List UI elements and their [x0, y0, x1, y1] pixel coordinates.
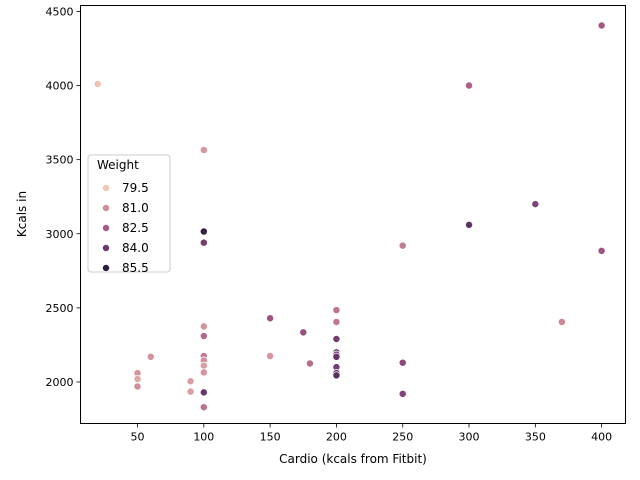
data-point: [186, 387, 195, 396]
data-point: [199, 227, 208, 236]
legend-label: 81.0: [122, 201, 149, 215]
x-axis-label: Cardio (kcals from Fitbit): [279, 452, 427, 466]
data-point: [199, 146, 208, 154]
legend-label: 85.5: [122, 261, 149, 275]
data-point: [465, 220, 473, 229]
data-point: [531, 200, 540, 209]
y-tick-label: 3000: [46, 228, 74, 241]
legend-label: 79.5: [122, 181, 149, 195]
data-point: [199, 368, 208, 377]
y-tick-label: 3500: [46, 154, 74, 167]
data-point: [133, 382, 142, 391]
legend-marker: [102, 244, 110, 252]
data-point: [465, 81, 473, 90]
legend-label: 82.5: [122, 221, 149, 235]
legend-label: 84.0: [122, 241, 149, 255]
y-axis-label: Kcals in: [15, 191, 29, 237]
legend-marker: [102, 264, 110, 272]
points-layer: [93, 21, 606, 412]
legend-title: Weight: [97, 158, 139, 172]
data-point: [398, 358, 407, 367]
data-point: [597, 246, 606, 255]
data-point: [332, 306, 341, 315]
data-point: [398, 241, 407, 250]
data-point: [199, 238, 208, 247]
y-tick-label: 4500: [46, 5, 74, 18]
data-point: [93, 80, 102, 89]
data-point: [597, 21, 606, 30]
y-axis-ticks: 2000 2500 3000 3500 4000 4500: [46, 5, 81, 389]
data-point: [266, 352, 275, 361]
data-point: [199, 403, 208, 412]
x-tick-label: 150: [260, 431, 281, 444]
data-point: [199, 361, 208, 370]
data-point: [133, 375, 142, 383]
data-point: [199, 322, 208, 331]
x-tick-label: 250: [392, 431, 413, 444]
legend: Weight 79.5 81.0 82.5 84.0 85.5: [87, 154, 171, 275]
x-tick-label: 350: [525, 431, 546, 444]
data-point: [332, 335, 341, 343]
legend-box: [87, 154, 171, 273]
x-tick-label: 300: [459, 431, 480, 444]
y-tick-label: 4000: [46, 80, 74, 93]
legend-entries: 79.5 81.0 82.5 84.0 85.5: [102, 181, 149, 275]
data-point: [332, 352, 341, 361]
data-point: [146, 352, 155, 361]
data-point: [557, 318, 566, 326]
data-point: [186, 377, 195, 386]
x-tick-label: 200: [326, 431, 347, 444]
data-point: [266, 314, 275, 323]
data-point: [199, 388, 208, 397]
legend-marker: [102, 184, 110, 192]
legend-marker: [102, 224, 110, 232]
legend-marker: [102, 204, 110, 212]
data-point: [332, 371, 341, 380]
plot-frame: [80, 5, 626, 424]
x-tick-label: 50: [131, 431, 145, 444]
x-tick-label: 400: [591, 431, 612, 444]
data-point: [299, 328, 308, 337]
data-point: [199, 332, 208, 340]
x-tick-label: 100: [193, 431, 214, 444]
y-tick-label: 2000: [46, 376, 74, 389]
x-axis-ticks: 50 100 150 200 250 300 350 400: [131, 423, 612, 444]
data-point: [332, 318, 341, 326]
data-point: [398, 389, 407, 398]
data-point: [305, 359, 314, 368]
y-tick-label: 2500: [46, 302, 74, 315]
